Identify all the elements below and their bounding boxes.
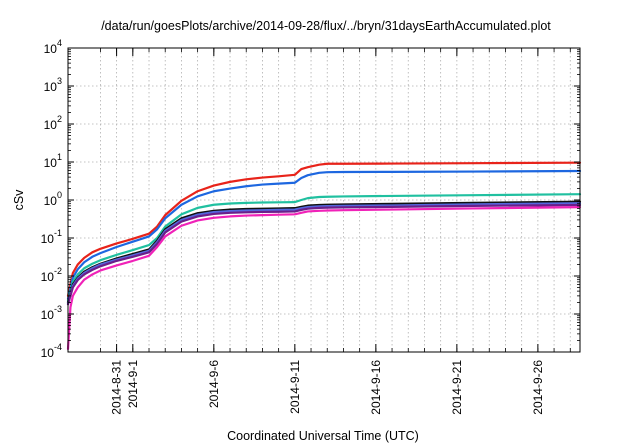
- y-tick-label: 10-2: [41, 266, 62, 284]
- y-tick-exponent: 1: [57, 152, 62, 162]
- y-axis-label: cSv: [12, 189, 26, 211]
- y-tick-label: 101: [44, 152, 62, 170]
- series-line: [66, 193, 582, 303]
- y-tick-label: 104: [44, 38, 62, 56]
- y-tick-label: 10-4: [41, 342, 62, 360]
- series-line: [66, 169, 582, 300]
- y-tick-exponent: -3: [54, 304, 62, 314]
- y-tick-base: 10: [44, 118, 58, 132]
- y-tick-base: 10: [41, 308, 55, 322]
- y-tick-label: 10-3: [41, 304, 62, 322]
- y-tick-exponent: -4: [54, 342, 62, 352]
- y-tick-base: 10: [44, 156, 58, 170]
- y-tick-exponent: -1: [54, 228, 62, 238]
- x-tick-label: 2014-8-31: [110, 360, 124, 415]
- y-tick-exponent: 2: [57, 114, 62, 124]
- x-tick-label: 2014-9-21: [450, 360, 464, 415]
- y-tick-exponent: 4: [57, 38, 62, 48]
- y-tick-base: 10: [44, 80, 58, 94]
- series-line: [66, 161, 582, 297]
- y-tick-base: 10: [44, 194, 58, 208]
- y-tick-exponent: 3: [57, 76, 62, 86]
- y-tick-label: 10-1: [41, 228, 62, 246]
- y-tick-label: 100: [44, 190, 62, 208]
- series-line: [66, 202, 582, 305]
- x-axis-label: Coordinated Universal Time (UTC): [227, 429, 419, 443]
- x-tick-label: 2014-9-16: [369, 360, 383, 415]
- y-tick-exponent: -2: [54, 266, 62, 276]
- y-tick-base: 10: [44, 42, 58, 56]
- grid-layer: [68, 48, 580, 352]
- x-tick-label: 2014-9-6: [207, 360, 221, 408]
- y-tick-base: 10: [41, 232, 55, 246]
- y-tick-exponent: 0: [57, 190, 62, 200]
- series-line: [66, 203, 582, 306]
- x-tick-label: 2014-9-1: [126, 360, 140, 408]
- y-tick-base: 10: [41, 346, 55, 360]
- x-tick-label: 2014-9-26: [531, 360, 545, 415]
- y-tick-label: 102: [44, 114, 62, 132]
- tick-layer: 10-410-310-210-11001011021031042014-8-31…: [41, 38, 580, 415]
- chart-title: /data/run/goesPlots/archive/2014-09-28/f…: [101, 19, 551, 33]
- y-tick-label: 103: [44, 76, 62, 94]
- series-layer: [66, 161, 582, 351]
- series-line: [66, 206, 582, 351]
- x-tick-label: 2014-9-11: [288, 360, 302, 414]
- y-tick-base: 10: [41, 270, 55, 284]
